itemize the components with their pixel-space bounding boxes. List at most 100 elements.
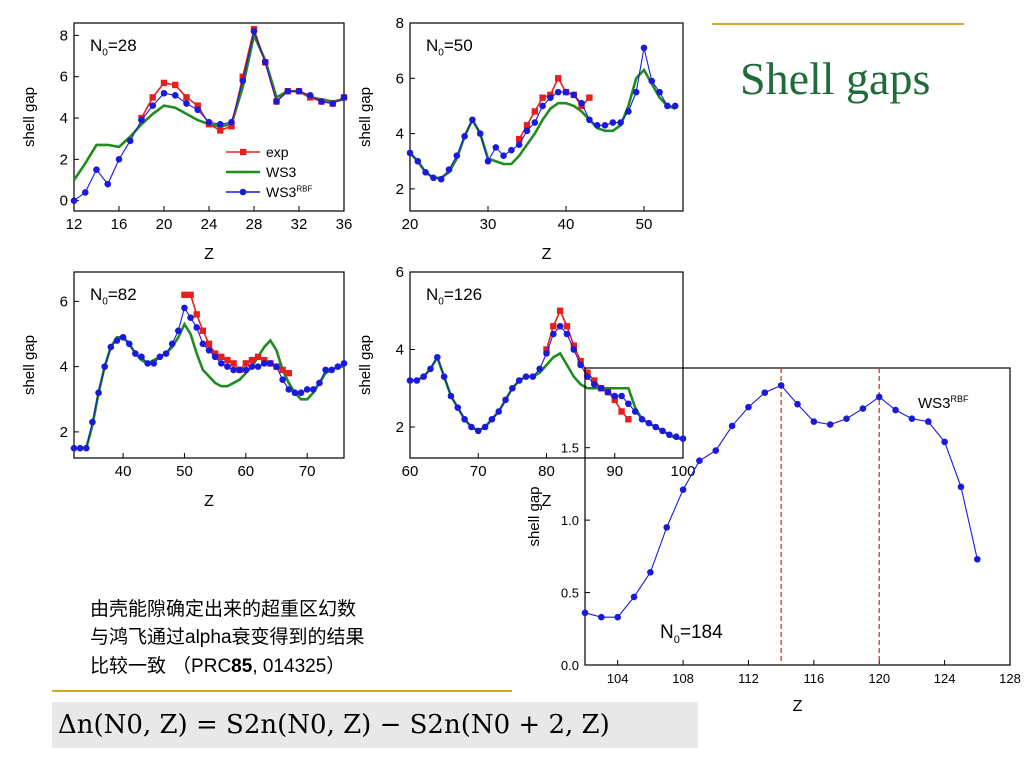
point-ws3rbf — [924, 418, 932, 425]
x-tick-label: 20 — [402, 216, 419, 233]
formula-lhs: Δn(N0, Z) — [58, 710, 188, 740]
point-ws3rbf — [659, 427, 666, 435]
y-axis-label: shell gap — [357, 335, 374, 395]
point-exp — [230, 360, 237, 367]
point-ws3rbf — [261, 58, 269, 66]
formula-top-rule — [52, 690, 512, 692]
panel-label: N0=50 — [426, 36, 473, 58]
point-ws3rbf — [89, 418, 96, 426]
point-ws3rbf — [728, 422, 736, 430]
point-ws3rbf — [132, 350, 139, 357]
note-volume: 85 — [231, 656, 253, 677]
point-exp — [563, 323, 571, 330]
point-ws3rbf — [617, 119, 624, 126]
point-ws3rbf — [406, 149, 414, 157]
point-ws3rbf — [447, 392, 455, 400]
point-ws3rbf — [590, 381, 598, 388]
point-exp — [516, 135, 523, 143]
point-ws3rbf — [826, 421, 834, 428]
series-line-ws3rbf — [73, 29, 345, 202]
y-tick-label: 4 — [60, 110, 68, 127]
point-ws3rbf — [581, 609, 589, 617]
point-ws3rbf — [609, 119, 617, 126]
point-ws3rbf — [70, 197, 78, 204]
point-exp — [618, 408, 625, 415]
point-ws3rbf — [81, 189, 89, 196]
point-exp — [187, 291, 194, 299]
point-ws3rbf — [334, 363, 342, 370]
point-exp — [172, 81, 179, 89]
note-line-1: 由壳能隙确定出来的超重区幻数 — [90, 598, 357, 620]
point-ws3rbf — [205, 118, 213, 126]
point-ws3rbf — [593, 121, 601, 129]
x-axis-label: Z — [542, 246, 552, 263]
point-ws3rbf — [183, 100, 190, 107]
y-tick-label: 2 — [396, 419, 404, 436]
point-exp — [285, 369, 292, 377]
point-ws3rbf — [484, 157, 492, 165]
shell-gap-formula: Δn(N0, Z) = S2n(N0, Z) − S2n(N0 + 2, Z) — [52, 702, 698, 748]
x-axis-label: Z — [793, 698, 803, 715]
point-ws3rbf — [777, 382, 785, 389]
point-exp — [181, 291, 188, 299]
point-exp — [199, 327, 207, 334]
x-tick-label: 50 — [636, 216, 653, 233]
series-line-ws3 — [72, 31, 345, 181]
point-ws3rbf — [515, 377, 523, 384]
point-ws3rbf — [284, 87, 292, 95]
point-ws3rbf — [652, 423, 659, 431]
x-tick-label: 36 — [336, 216, 353, 233]
point-ws3rbf — [318, 98, 325, 105]
point-ws3rbf — [125, 340, 133, 348]
point-ws3rbf — [509, 384, 516, 392]
point-ws3rbf — [745, 403, 752, 411]
point-ws3rbf — [171, 92, 179, 99]
point-ws3rbf — [859, 405, 867, 412]
point-exp — [570, 342, 577, 349]
point-ws3rbf — [119, 333, 127, 341]
point-ws3rbf — [297, 389, 305, 397]
point-exp — [217, 127, 224, 134]
point-ws3rbf — [672, 433, 680, 440]
point-ws3rbf — [194, 106, 202, 114]
point-ws3rbf — [224, 363, 231, 370]
point-ws3rbf — [126, 137, 134, 145]
point-ws3rbf — [160, 89, 168, 97]
note-line-3-pre: 比较一致 （ — [90, 655, 192, 677]
point-exp — [611, 396, 618, 404]
series-line-ws3rbf — [409, 47, 676, 180]
point-ws3rbf — [413, 377, 421, 384]
point-ws3rbf — [168, 340, 176, 348]
y-tick-label: 6 — [60, 69, 68, 86]
point-ws3rbf — [82, 444, 90, 452]
point-ws3rbf — [794, 400, 801, 408]
y-tick-label: 8 — [60, 27, 68, 44]
point-ws3rbf — [476, 130, 484, 137]
y-tick-label: 1.5 — [561, 441, 579, 456]
point-ws3rbf — [76, 444, 84, 452]
point-ws3rbf — [175, 327, 182, 335]
note-line-2: 与鸿飞通过alpha衰变得到的结果 — [90, 623, 520, 652]
note-line-3: 比较一致 （PRC85, 014325） — [90, 652, 520, 681]
x-tick-label: 28 — [246, 216, 263, 233]
y-tick-label: 0.5 — [561, 586, 579, 601]
point-ws3rbf — [340, 94, 348, 101]
x-tick-label: 24 — [201, 216, 218, 233]
y-tick-label: 6 — [396, 264, 404, 281]
point-exp — [224, 356, 231, 364]
point-ws3rbf — [495, 408, 503, 415]
point-ws3rbf — [468, 423, 475, 431]
point-ws3rbf — [138, 353, 145, 361]
point-ws3rbf — [648, 77, 656, 85]
point-exp — [218, 353, 225, 361]
point-ws3rbf — [461, 133, 468, 140]
point-ws3rbf — [420, 373, 427, 380]
point-ws3rbf — [303, 386, 311, 393]
x-tick-label: 60 — [402, 463, 419, 480]
point-ws3rbf — [242, 366, 250, 374]
x-tick-label: 40 — [115, 463, 132, 480]
point-ws3rbf — [508, 146, 515, 154]
point-ws3rbf — [205, 347, 213, 354]
